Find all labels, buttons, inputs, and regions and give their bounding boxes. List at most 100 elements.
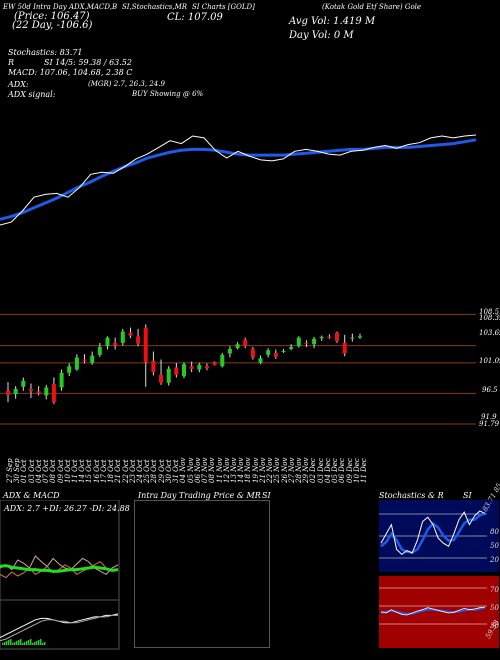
candle-body <box>296 337 301 347</box>
macd-histogram-bar <box>2 643 4 645</box>
macd-histogram-bar <box>22 643 24 645</box>
level-label-7: 91.79 <box>479 420 500 428</box>
intraday-title: Intra Day Trading Price & MR <box>138 491 261 500</box>
day-vol-label: Day Vol: 0 M <box>289 30 354 41</box>
candle-body <box>319 336 324 339</box>
level-label-2: 108.39 <box>479 314 500 322</box>
candle-body <box>273 352 278 357</box>
stoch-level-80: 80 <box>490 528 499 536</box>
candle-body <box>350 337 355 339</box>
macd-histogram-bar <box>18 640 20 645</box>
candle-body <box>151 360 156 373</box>
candle-body <box>197 364 202 370</box>
candle-body <box>44 387 49 396</box>
day-change-label: (22 Day, -106.6) <box>12 20 93 31</box>
macd-histogram-bar <box>14 642 16 645</box>
candle-body <box>189 366 194 369</box>
candle-body <box>227 348 232 354</box>
candle-body <box>266 350 271 355</box>
macd-histogram-bar <box>12 643 14 645</box>
macd-histogram-bar <box>40 639 42 645</box>
candle-body <box>182 364 186 377</box>
candle-body <box>90 355 95 363</box>
stoch-level-50: 50 <box>490 542 499 550</box>
candle-body <box>212 362 217 365</box>
candle-body <box>13 388 18 395</box>
level-label-3: 103.69 <box>479 329 500 337</box>
macd-histogram-bar <box>16 641 18 645</box>
candle-body <box>59 372 64 388</box>
candle-body <box>143 327 148 363</box>
minus-di-line <box>0 560 119 579</box>
intraday-panel <box>134 500 270 648</box>
macd-histogram-bar <box>24 642 26 645</box>
candle-body <box>250 348 255 358</box>
rsi-r-prefix: R <box>8 58 15 67</box>
candle-body <box>235 344 240 349</box>
candle-body <box>97 346 102 355</box>
adx-signal-label: ADX signal: <box>8 90 56 99</box>
adx-values: (MGR) 2.7, 26.3, 24.9 <box>88 80 165 88</box>
stochastics-si-label: SI <box>463 491 472 500</box>
macd-histogram-bar <box>6 641 8 645</box>
rsi-smooth-line <box>380 606 486 615</box>
header-line1-a: EW 50d Intra Day ADX,MACD,B <box>3 3 118 11</box>
candle-body <box>36 391 41 394</box>
candle-body <box>6 390 10 395</box>
macd-signal-line <box>0 614 118 642</box>
candle-body <box>220 354 225 367</box>
stochastics-k-line <box>380 510 486 556</box>
macd-histogram-bar <box>20 639 22 645</box>
candle-body <box>113 342 118 346</box>
macd-histogram-bar <box>44 642 46 645</box>
macd-histogram-bar <box>8 640 10 645</box>
rsi-line <box>380 606 486 616</box>
intraday-si-label: SI <box>262 491 271 500</box>
upper-close-chart <box>0 134 477 226</box>
macd-histogram-bar <box>34 642 36 645</box>
candle-body <box>304 342 309 344</box>
candle-body <box>166 368 171 383</box>
macd-histogram-bar <box>4 642 6 645</box>
macd-histogram-bar <box>38 640 40 645</box>
macd-histogram-bar <box>36 641 38 645</box>
macd-histogram-bar <box>42 643 44 645</box>
candle-body <box>82 359 87 361</box>
candle-body <box>105 337 110 347</box>
stochastics-readout: Stochastics: 83.71 <box>8 48 83 57</box>
candle-body <box>128 332 133 336</box>
candlestick-chart <box>0 313 476 425</box>
candle-body <box>342 342 347 354</box>
candle-body <box>174 367 179 375</box>
candle-body <box>29 388 33 391</box>
candle-body <box>335 332 339 341</box>
close-price-line <box>0 134 477 226</box>
macd-histogram-bar <box>26 641 28 645</box>
candle-body <box>51 384 56 403</box>
candle-body <box>74 357 79 370</box>
close-label: CL: 107.09 <box>167 12 223 23</box>
candle-body <box>136 336 141 344</box>
macd-readout: MACD: 107.06, 104.68, 2.38 C <box>8 68 133 77</box>
level-label-6: 91.9 <box>481 413 497 421</box>
macd-histogram-bar <box>32 643 34 645</box>
candle-body <box>205 366 209 369</box>
buy-showing: BUY Showing @ 6% <box>132 90 204 98</box>
avg-vol-label: Avg Vol: 1.419 M <box>289 16 376 27</box>
stoch-level-20: 20 <box>490 556 499 564</box>
candle-body <box>358 336 362 338</box>
rsi-level-50: 50 <box>490 604 499 612</box>
header-line1-d: (Kotak Gold Etf Share) Gole <box>322 3 422 11</box>
level-label-5: 96.5 <box>482 386 498 394</box>
rsi-level-30: 30 <box>490 622 499 630</box>
macd-histogram-bar <box>10 639 12 645</box>
macd-histogram-bar <box>28 640 30 645</box>
candle-body <box>289 346 294 349</box>
candle-body <box>312 338 317 345</box>
date-label: 11 Dec <box>360 458 368 483</box>
level-label-1: 108.51 <box>479 308 500 316</box>
candle-body <box>258 358 263 363</box>
candle-body <box>281 350 286 352</box>
plus-di-line <box>0 555 119 576</box>
adx-readout: ADX: 2.7 +DI: 26.27 -DI: 24.88 <box>4 504 130 513</box>
